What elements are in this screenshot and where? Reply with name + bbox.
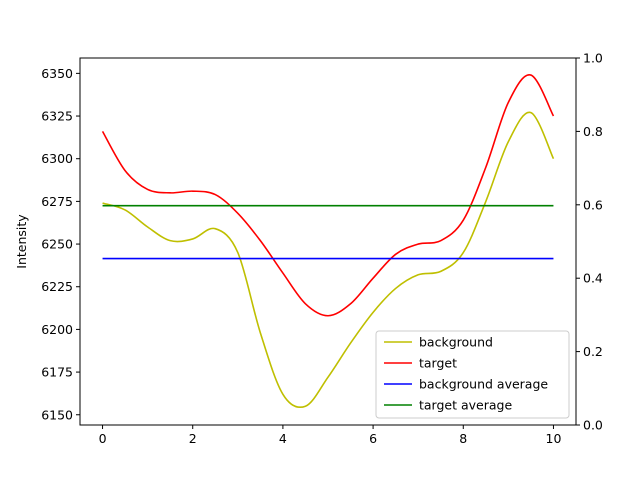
legend: background target background average target… [375, 330, 570, 419]
legend-label: target average [419, 398, 512, 413]
plot-frame [79, 57, 577, 426]
legend-label: background average [419, 377, 548, 392]
y2-tick-label: 0.6 [583, 197, 603, 212]
x-tick-label: 10 [546, 431, 562, 446]
x-tick-label: 4 [279, 431, 287, 446]
legend-label: target [419, 356, 457, 371]
y-tick-label: 6150 [41, 407, 73, 422]
legend-label: background [419, 335, 493, 350]
x-tick-label: 6 [369, 431, 377, 446]
y2-tick-label: 1.0 [583, 51, 603, 66]
y-tick-label: 6225 [41, 279, 73, 294]
x-tick-label: 0 [99, 431, 107, 446]
legend-box [375, 330, 570, 419]
series-layer [101, 74, 555, 409]
y2-tick-label: 0.0 [583, 418, 603, 433]
series-line-target [101, 74, 555, 317]
y-tick-label: 6200 [41, 322, 73, 337]
x-tick-label: 2 [189, 431, 197, 446]
y-axis-right: 0.0 0.2 0.4 0.6 0.8 1.0 [576, 51, 603, 433]
y2-tick-label: 0.8 [583, 124, 603, 139]
x-tick-label: 8 [459, 431, 467, 446]
y-tick-label: 6300 [41, 151, 73, 166]
y-tick-label: 6325 [41, 109, 73, 124]
y-tick-label: 6275 [41, 194, 73, 209]
y-axis-label: Intensity [14, 214, 29, 269]
y-tick-label: 6350 [41, 66, 73, 81]
x-axis: 0 2 4 6 8 10 [99, 425, 562, 446]
y2-tick-label: 0.2 [583, 344, 603, 359]
y2-tick-label: 0.4 [583, 271, 603, 286]
y-axis-left: 6150 6175 6200 6225 6250 6275 6300 6325 6350 [41, 66, 80, 422]
y-tick-label: 6250 [41, 237, 73, 252]
y-tick-label: 6175 [41, 365, 73, 380]
series-line-background [102, 111, 555, 409]
